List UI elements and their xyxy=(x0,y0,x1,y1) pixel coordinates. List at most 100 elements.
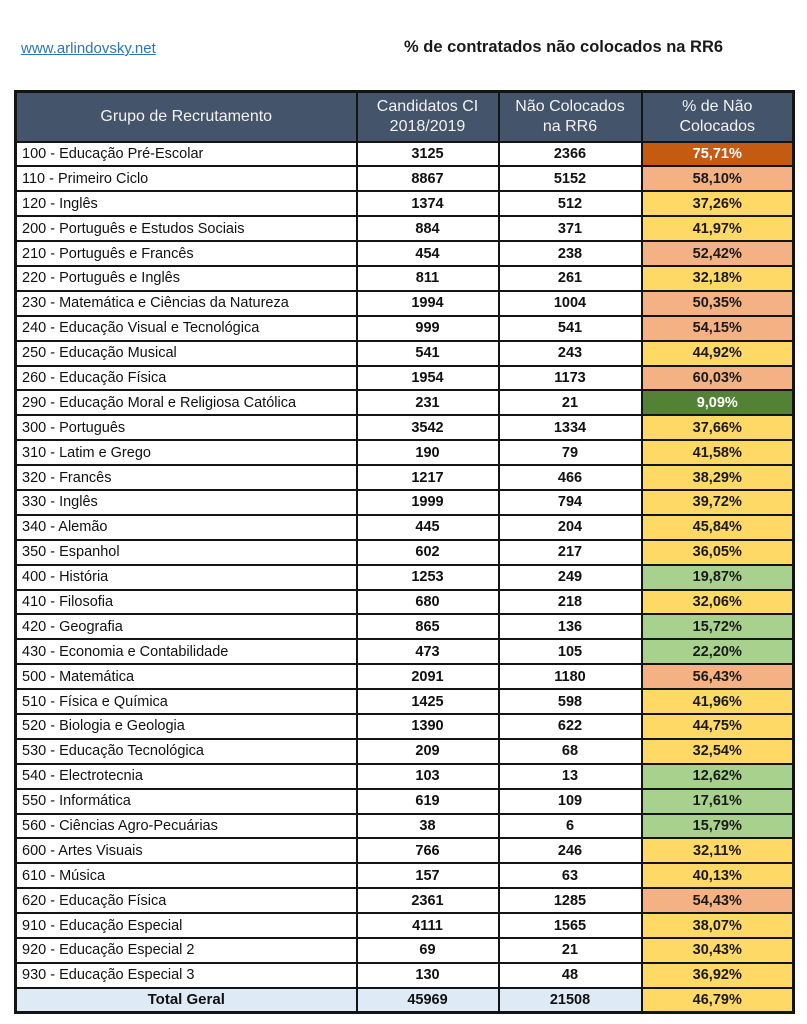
not-placed-cell: 109 xyxy=(497,787,643,815)
percent-cell: 37,66% xyxy=(640,414,795,442)
percent-cell: 12,62% xyxy=(640,762,795,790)
header-candidates: Candidatos CI 2018/2019 xyxy=(355,90,500,143)
table-row: 340 - Alemão 445 204 45,84% xyxy=(14,513,795,541)
percent-cell: 19,87% xyxy=(640,563,795,591)
candidates-cell: 884 xyxy=(355,215,500,243)
table-row: 560 - Ciências Agro-Pecuárias 38 6 15,79% xyxy=(14,812,795,840)
candidates-cell: 865 xyxy=(355,613,500,641)
not-placed-cell: 1565 xyxy=(497,912,643,939)
percent-cell: 36,92% xyxy=(640,961,795,989)
candidates-cell: 619 xyxy=(355,787,500,815)
percent-cell: 60,03% xyxy=(640,364,795,392)
not-placed-cell: 261 xyxy=(497,264,643,292)
not-placed-cell: 68 xyxy=(497,737,643,765)
header-group: Grupo de Recrutamento xyxy=(14,90,358,143)
table-row: 920 - Educação Especial 2 69 21 30,43% xyxy=(14,937,795,964)
page-title: % de contratados não colocados na RR6 xyxy=(404,38,724,56)
group-cell: 510 - Física e Química xyxy=(14,688,358,715)
not-placed-cell: 1173 xyxy=(497,364,643,392)
group-cell: 600 - Artes Visuais xyxy=(14,837,358,865)
group-cell: 410 - Filosofia xyxy=(14,588,358,616)
group-cell: 910 - Educação Especial xyxy=(14,912,358,939)
recruitment-table: Grupo de Recrutamento Candidatos CI 2018… xyxy=(14,90,795,1015)
total-label: Total Geral xyxy=(14,986,358,1014)
percent-cell: 30,43% xyxy=(640,937,795,964)
table-row: 330 - Inglês 1999 794 39,72% xyxy=(14,488,795,516)
percent-cell: 75,71% xyxy=(640,140,795,168)
not-placed-cell: 1004 xyxy=(497,289,643,317)
header-percent: % de Não Colocados xyxy=(640,90,795,143)
table-row: 600 - Artes Visuais 766 246 32,11% xyxy=(14,837,795,865)
not-placed-cell: 622 xyxy=(497,712,643,740)
table-row: 110 - Primeiro Ciclo 8867 5152 58,10% xyxy=(14,165,795,193)
percent-cell: 44,92% xyxy=(640,339,795,367)
candidates-cell: 2361 xyxy=(355,887,500,915)
not-placed-cell: 204 xyxy=(497,513,643,541)
percent-cell: 15,79% xyxy=(640,812,795,840)
candidates-cell: 69 xyxy=(355,937,500,964)
group-cell: 620 - Educação Física xyxy=(14,887,358,915)
candidates-cell: 811 xyxy=(355,264,500,292)
percent-cell: 15,72% xyxy=(640,613,795,641)
group-cell: 210 - Português e Francês xyxy=(14,240,358,267)
group-cell: 930 - Educação Especial 3 xyxy=(14,961,358,989)
candidates-cell: 38 xyxy=(355,812,500,840)
percent-cell: 41,96% xyxy=(640,688,795,715)
table-row: 290 - Educação Moral e Religiosa Católic… xyxy=(14,389,795,417)
not-placed-cell: 238 xyxy=(497,240,643,267)
candidates-cell: 4111 xyxy=(355,912,500,939)
total-not-placed: 21508 xyxy=(497,986,643,1014)
candidates-cell: 473 xyxy=(355,638,500,666)
percent-cell: 36,05% xyxy=(640,538,795,566)
table-row: 520 - Biologia e Geologia 1390 622 44,75% xyxy=(14,712,795,740)
table-row: 930 - Educação Especial 3 130 48 36,92% xyxy=(14,961,795,989)
not-placed-cell: 371 xyxy=(497,215,643,243)
not-placed-cell: 512 xyxy=(497,190,643,218)
site-link[interactable]: www.arlindovsky.net xyxy=(21,40,156,57)
group-cell: 500 - Matemática xyxy=(14,663,358,691)
percent-cell: 38,07% xyxy=(640,912,795,939)
not-placed-cell: 5152 xyxy=(497,165,643,193)
total-row: Total Geral 45969 21508 46,79% xyxy=(14,986,795,1014)
percent-cell: 9,09% xyxy=(640,389,795,417)
table-row: 540 - Electrotecnia 103 13 12,62% xyxy=(14,762,795,790)
candidates-cell: 454 xyxy=(355,240,500,267)
group-cell: 240 - Educação Visual e Tecnológica xyxy=(14,314,358,342)
percent-cell: 44,75% xyxy=(640,712,795,740)
candidates-cell: 1954 xyxy=(355,364,500,392)
candidates-cell: 2091 xyxy=(355,663,500,691)
group-cell: 550 - Informática xyxy=(14,787,358,815)
candidates-cell: 1390 xyxy=(355,712,500,740)
table-row: 550 - Informática 619 109 17,61% xyxy=(14,787,795,815)
candidates-cell: 8867 xyxy=(355,165,500,193)
candidates-cell: 190 xyxy=(355,439,500,467)
table-row: 250 - Educação Musical 541 243 44,92% xyxy=(14,339,795,367)
candidates-cell: 231 xyxy=(355,389,500,417)
table-row: 350 - Espanhol 602 217 36,05% xyxy=(14,538,795,566)
not-placed-cell: 136 xyxy=(497,613,643,641)
percent-cell: 45,84% xyxy=(640,513,795,541)
total-candidates: 45969 xyxy=(355,986,500,1014)
not-placed-cell: 243 xyxy=(497,339,643,367)
group-cell: 120 - Inglês xyxy=(14,190,358,218)
table-row: 310 - Latim e Grego 190 79 41,58% xyxy=(14,439,795,467)
table-row: 320 - Francês 1217 466 38,29% xyxy=(14,464,795,491)
group-cell: 310 - Latim e Grego xyxy=(14,439,358,467)
group-cell: 300 - Português xyxy=(14,414,358,442)
percent-cell: 38,29% xyxy=(640,464,795,491)
group-cell: 560 - Ciências Agro-Pecuárias xyxy=(14,812,358,840)
group-cell: 320 - Francês xyxy=(14,464,358,491)
percent-cell: 41,58% xyxy=(640,439,795,467)
group-cell: 340 - Alemão xyxy=(14,513,358,541)
not-placed-cell: 21 xyxy=(497,937,643,964)
not-placed-cell: 6 xyxy=(497,812,643,840)
candidates-cell: 209 xyxy=(355,737,500,765)
not-placed-cell: 1285 xyxy=(497,887,643,915)
table-row: 230 - Matemática e Ciências da Natureza 1… xyxy=(14,289,795,317)
not-placed-cell: 466 xyxy=(497,464,643,491)
header-not-placed: Não Colocados na RR6 xyxy=(497,90,643,143)
candidates-cell: 3542 xyxy=(355,414,500,442)
candidates-cell: 445 xyxy=(355,513,500,541)
table-row: 910 - Educação Especial 4111 1565 38,07% xyxy=(14,912,795,939)
candidates-cell: 541 xyxy=(355,339,500,367)
